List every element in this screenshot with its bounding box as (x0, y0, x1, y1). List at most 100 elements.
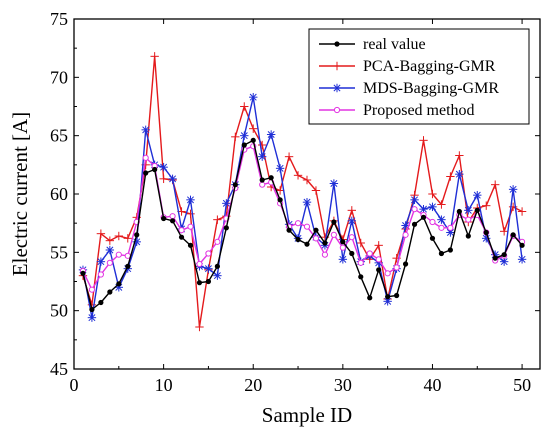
data-point-pca-bagging-gmr (374, 241, 383, 250)
legend-marker (334, 41, 340, 47)
data-point-real-value (98, 299, 104, 306)
data-point-proposed-method (205, 250, 212, 257)
data-point-proposed-method (294, 220, 302, 227)
y-tick-label: 45 (50, 359, 68, 379)
legend-entry-real-value: real value (319, 36, 426, 53)
legend-box (308, 28, 530, 125)
x-axis-label: Sample ID (262, 403, 352, 427)
data-point-mds-bagging-gmr (222, 199, 231, 208)
data-point-mds-bagging-gmr (437, 215, 446, 224)
data-point-real-value (214, 263, 220, 269)
data-point-real-value (196, 280, 203, 286)
data-point-mds-bagging-gmr (204, 264, 213, 273)
data-point-real-value (349, 250, 355, 257)
data-point-real-value (161, 215, 167, 222)
data-point-real-value (402, 261, 409, 267)
data-point-pca-bagging-gmr (231, 132, 240, 142)
y-tick-label: 55 (50, 242, 68, 262)
data-point-real-value (187, 242, 194, 248)
legend-label: PCA-Bagging-GMR (363, 58, 496, 75)
data-point-proposed-method (312, 235, 320, 242)
data-point-mds-bagging-gmr (347, 216, 357, 226)
data-point-mds-bagging-gmr (302, 197, 312, 207)
data-point-proposed-method (178, 227, 185, 234)
data-point-pca-bagging-gmr (114, 231, 124, 241)
x-tick-label: 50 (513, 375, 531, 395)
x-tick-label: 20 (244, 375, 262, 395)
data-point-pca-bagging-gmr (302, 175, 312, 185)
data-point-real-value (420, 214, 427, 220)
data-point-real-value (80, 270, 86, 276)
data-point-proposed-method (97, 271, 104, 278)
data-point-real-value (501, 252, 507, 258)
data-point-mds-bagging-gmr (159, 162, 168, 172)
data-point-real-value (268, 175, 274, 181)
data-point-pca-bagging-gmr (499, 227, 509, 236)
x-tick-label: 10 (155, 375, 173, 395)
data-point-real-value (438, 250, 445, 257)
legend-label: Proposed method (363, 102, 475, 119)
data-point-proposed-method (339, 244, 346, 251)
data-point-mds-bagging-gmr (473, 190, 482, 200)
legend-marker (333, 106, 341, 114)
y-tick-label: 60 (50, 184, 68, 204)
data-point-pca-bagging-gmr (311, 186, 321, 195)
data-point-proposed-method (438, 224, 445, 231)
data-point-pca-bagging-gmr (150, 52, 159, 61)
data-point-real-value (456, 208, 462, 215)
data-point-proposed-method (214, 238, 221, 245)
data-point-real-value (277, 197, 283, 203)
data-point-real-value (411, 221, 418, 227)
data-point-mds-bagging-gmr (96, 257, 106, 266)
legend-marker (332, 61, 342, 71)
data-point-pca-bagging-gmr (419, 136, 428, 145)
legend-label: real value (363, 36, 426, 53)
data-point-real-value (259, 177, 265, 183)
data-point-pca-bagging-gmr (347, 206, 357, 215)
data-point-mds-bagging-gmr (168, 174, 177, 184)
data-point-real-value (89, 306, 95, 313)
data-point-mds-bagging-gmr (338, 255, 348, 264)
data-point-proposed-method (384, 270, 391, 277)
data-point-real-value (519, 242, 525, 248)
data-point-mds-bagging-gmr (257, 152, 267, 161)
data-point-proposed-method (348, 234, 355, 241)
data-point-real-value (143, 170, 149, 176)
data-point-pca-bagging-gmr (446, 172, 455, 181)
data-point-mds-bagging-gmr (329, 179, 339, 188)
data-point-proposed-method (259, 181, 266, 188)
data-point-proposed-method (187, 223, 194, 230)
series-line-pca-bagging-gmr (82, 55, 523, 328)
data-point-mds-bagging-gmr (249, 92, 258, 102)
data-point-pca-bagging-gmr (105, 236, 115, 245)
axis-ticks: 0 10 20 30 40 50 45 50 55 60 65 70 75 (50, 9, 540, 395)
data-point-real-value (340, 239, 346, 245)
data-point-proposed-method (375, 256, 382, 263)
data-point-mds-bagging-gmr (508, 185, 518, 194)
series-real-value (80, 137, 525, 313)
data-point-real-value (358, 274, 364, 280)
data-point-real-value (367, 295, 373, 301)
x-tick-label: 30 (334, 375, 352, 395)
data-point-real-value (169, 218, 176, 224)
y-tick-label: 70 (50, 67, 68, 87)
data-point-real-value (510, 232, 516, 238)
data-point-mds-bagging-gmr (141, 125, 150, 135)
data-point-proposed-method (115, 251, 122, 258)
data-point-real-value (286, 227, 292, 233)
data-point-pca-bagging-gmr (437, 200, 446, 209)
data-point-real-value (429, 235, 436, 241)
data-point-pca-bagging-gmr (275, 186, 285, 195)
data-point-mds-bagging-gmr (275, 164, 285, 173)
x-tick-label: 40 (423, 375, 441, 395)
legend-entry-mds-bagging-gmr: MDS-Bagging-GMR (319, 80, 499, 97)
data-point-mds-bagging-gmr (464, 206, 473, 215)
data-point-pca-bagging-gmr (186, 209, 195, 219)
data-point-proposed-method (321, 251, 329, 258)
data-point-proposed-method (196, 260, 203, 268)
data-point-pca-bagging-gmr (159, 174, 168, 184)
data-point-proposed-method (357, 259, 364, 266)
data-point-real-value (385, 294, 391, 300)
data-point-proposed-method (169, 213, 176, 220)
y-tick-label: 50 (50, 301, 68, 321)
